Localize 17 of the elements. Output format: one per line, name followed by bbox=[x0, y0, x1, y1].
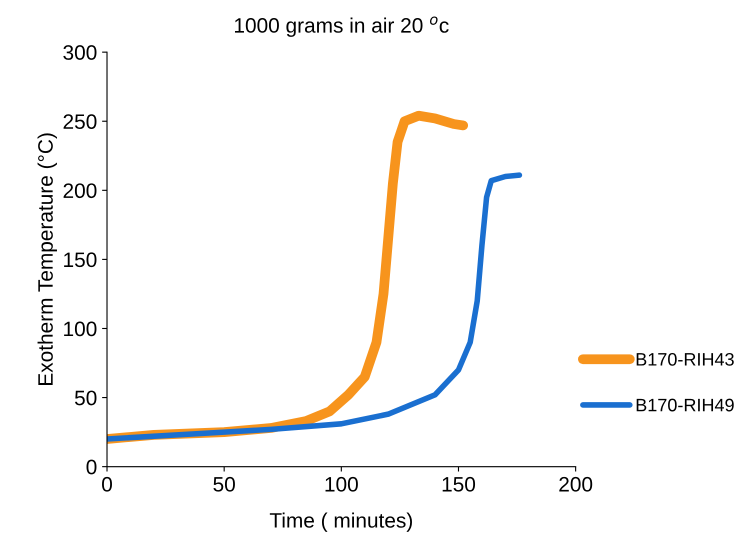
x-tick-label: 50 bbox=[213, 476, 235, 492]
chart-title: 1000 grams in air 20 $^{o}$c bbox=[234, 16, 449, 37]
x-tick-label: 200 bbox=[559, 476, 592, 492]
y-tick-label: 0 bbox=[86, 460, 96, 474]
y-tick-label: 200 bbox=[64, 183, 96, 198]
y-tick-label: 300 bbox=[63, 45, 96, 60]
y-axis-title: Exotherm Temperature (°C) bbox=[38, 133, 57, 385]
legend-label: B170-RIH43 bbox=[636, 352, 734, 366]
x-tick-label: 100 bbox=[326, 476, 358, 492]
y-tick-label: 100 bbox=[64, 321, 96, 336]
y-tick-label: 250 bbox=[64, 114, 96, 129]
legend-label: B170-RIH49 bbox=[636, 398, 734, 412]
x-tick-label: 0 bbox=[102, 476, 112, 492]
y-tick-label: 150 bbox=[64, 252, 96, 268]
x-axis-title: Time ( minutes) bbox=[270, 512, 412, 532]
x-tick-label: 150 bbox=[442, 476, 476, 492]
y-tick-label: 50 bbox=[74, 390, 96, 406]
